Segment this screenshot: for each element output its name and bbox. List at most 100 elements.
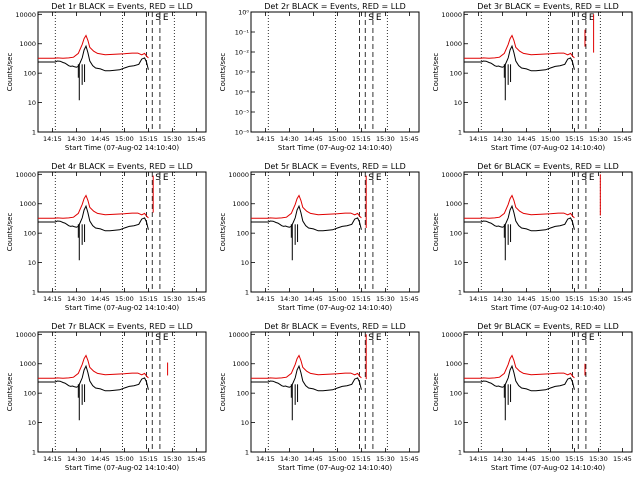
- x-tick-label: 15:45: [187, 295, 206, 303]
- marker-label-s: S: [155, 333, 161, 343]
- x-tick-label: 14:30: [67, 455, 86, 463]
- panel-title: Det 4r BLACK = Events, RED = LLD: [51, 162, 193, 171]
- y-tick-label: 1: [32, 449, 36, 457]
- x-tick-label: 15:30: [376, 135, 395, 143]
- x-tick-label: 15:15: [139, 135, 158, 143]
- x-tick-label: 15:00: [541, 135, 560, 143]
- plot-frame: [250, 11, 420, 133]
- x-tick-label: 15:00: [115, 135, 134, 143]
- x-axis-label: Start Time (07-Aug-02 14:10:40): [65, 304, 179, 312]
- marker-label-e: E: [163, 13, 169, 23]
- y-tick-label: 1000: [445, 200, 462, 208]
- x-tick-label: 14:15: [43, 135, 62, 143]
- marker-label-e: E: [589, 173, 595, 183]
- x-tick-label: 14:45: [91, 455, 110, 463]
- x-tick-label: 14:30: [493, 295, 512, 303]
- x-tick-label: 15:45: [400, 455, 419, 463]
- events-series-line: [38, 44, 149, 72]
- x-tick-label: 15:00: [115, 455, 134, 463]
- x-tick-label: 14:15: [256, 455, 275, 463]
- plot-frame: [463, 11, 633, 133]
- x-tick-label: 15:30: [376, 455, 395, 463]
- marker-label-s: S: [368, 173, 374, 183]
- y-tick-label: 10000: [15, 171, 36, 179]
- lld-series-line: [464, 34, 575, 59]
- x-axis-label: Start Time (07-Aug-02 14:10:40): [491, 144, 605, 152]
- x-tick-label: 15:30: [376, 295, 395, 303]
- y-tick-label: 1000: [19, 40, 36, 48]
- y-tick-label: 100: [237, 230, 249, 238]
- x-tick-label: 15:30: [163, 295, 182, 303]
- plot-frame: [463, 331, 633, 453]
- x-tick-label: 15:15: [139, 295, 158, 303]
- y-tick-label: 1000: [232, 200, 249, 208]
- events-series-line: [464, 364, 575, 392]
- x-tick-label: 14:45: [91, 295, 110, 303]
- lld-series-line: [38, 354, 149, 379]
- panel-title: Det 1r BLACK = Events, RED = LLD: [51, 2, 193, 11]
- marker-label-e: E: [376, 173, 382, 183]
- x-tick-label: 15:15: [139, 455, 158, 463]
- y-tick-label: 100: [237, 390, 249, 398]
- x-tick-label: 15:45: [400, 135, 419, 143]
- detector-panel: Det 4r BLACK = Events, RED = LLD 1 10 100 10…: [6, 162, 207, 312]
- x-tick-label: 14:30: [493, 455, 512, 463]
- events-series-line: [251, 204, 362, 232]
- x-tick-label: 15:45: [400, 295, 419, 303]
- x-tick-label: 15:00: [328, 455, 347, 463]
- lld-series-line: [38, 34, 149, 59]
- plot-frame: [250, 331, 420, 453]
- y-tick-label: 10: [454, 419, 462, 427]
- plot-frame: [37, 11, 207, 133]
- x-tick-label: 15:00: [328, 295, 347, 303]
- x-tick-label: 15:15: [565, 135, 584, 143]
- x-axis-label: Start Time (07-Aug-02 14:10:40): [491, 304, 605, 312]
- plot-frame: [37, 171, 207, 293]
- y-tick-label: 1: [32, 129, 36, 137]
- marker-label-s: S: [155, 13, 161, 23]
- y-axis-label: Counts/sec: [6, 373, 14, 412]
- x-axis-label: Start Time (07-Aug-02 14:10:40): [65, 144, 179, 152]
- y-tick-label: 1000: [19, 200, 36, 208]
- y-tick-label: 10000: [441, 331, 462, 339]
- plot-frame: [250, 171, 420, 293]
- y-tick-label: 1000: [445, 40, 462, 48]
- marker-label-s: S: [368, 333, 374, 343]
- x-tick-label: 14:45: [91, 135, 110, 143]
- x-tick-label: 15:15: [352, 455, 371, 463]
- x-tick-label: 14:30: [67, 135, 86, 143]
- y-tick-label: 1000: [232, 360, 249, 368]
- y-axis-label: Counts/sec: [6, 213, 14, 252]
- y-tick-label: 10000: [15, 11, 36, 19]
- x-tick-label: 15:15: [565, 295, 584, 303]
- x-tick-label: 14:45: [304, 135, 323, 143]
- x-tick-label: 15:30: [589, 455, 608, 463]
- marker-label-e: E: [589, 333, 595, 343]
- panel-title: Det 3r BLACK = Events, RED = LLD: [477, 2, 619, 11]
- x-tick-label: 14:45: [304, 455, 323, 463]
- x-tick-label: 15:00: [115, 295, 134, 303]
- y-tick-label: 100: [24, 70, 36, 78]
- y-tick-label: 10: [241, 259, 249, 267]
- x-tick-label: 15:30: [163, 455, 182, 463]
- x-tick-label: 15:00: [541, 455, 560, 463]
- x-tick-label: 14:15: [256, 135, 275, 143]
- x-tick-label: 14:30: [67, 295, 86, 303]
- y-axis-label: Counts/sec: [432, 53, 440, 92]
- x-axis-label: Start Time (07-Aug-02 14:10:40): [65, 464, 179, 472]
- y-axis-label: Counts/sec: [6, 53, 14, 92]
- y-axis-label: Counts/sec: [219, 213, 227, 252]
- panel-title: Det 5r BLACK = Events, RED = LLD: [264, 162, 406, 171]
- y-tick-label: 1: [458, 449, 462, 457]
- x-tick-label: 15:45: [613, 295, 632, 303]
- x-tick-label: 15:00: [541, 295, 560, 303]
- y-tick-label: 10⁻³: [235, 69, 250, 77]
- panel-title: Det 8r BLACK = Events, RED = LLD: [264, 322, 406, 331]
- panel-title: Det 6r BLACK = Events, RED = LLD: [477, 162, 619, 171]
- x-tick-label: 14:15: [256, 295, 275, 303]
- detector-panel: Det 6r BLACK = Events, RED = LLD 1 10 100 10…: [432, 162, 633, 312]
- y-tick-label: 10⁰: [238, 9, 249, 17]
- detector-panel: Det 5r BLACK = Events, RED = LLD 1 10 100 10…: [219, 162, 420, 312]
- y-axis-label: Counts/sec: [432, 373, 440, 412]
